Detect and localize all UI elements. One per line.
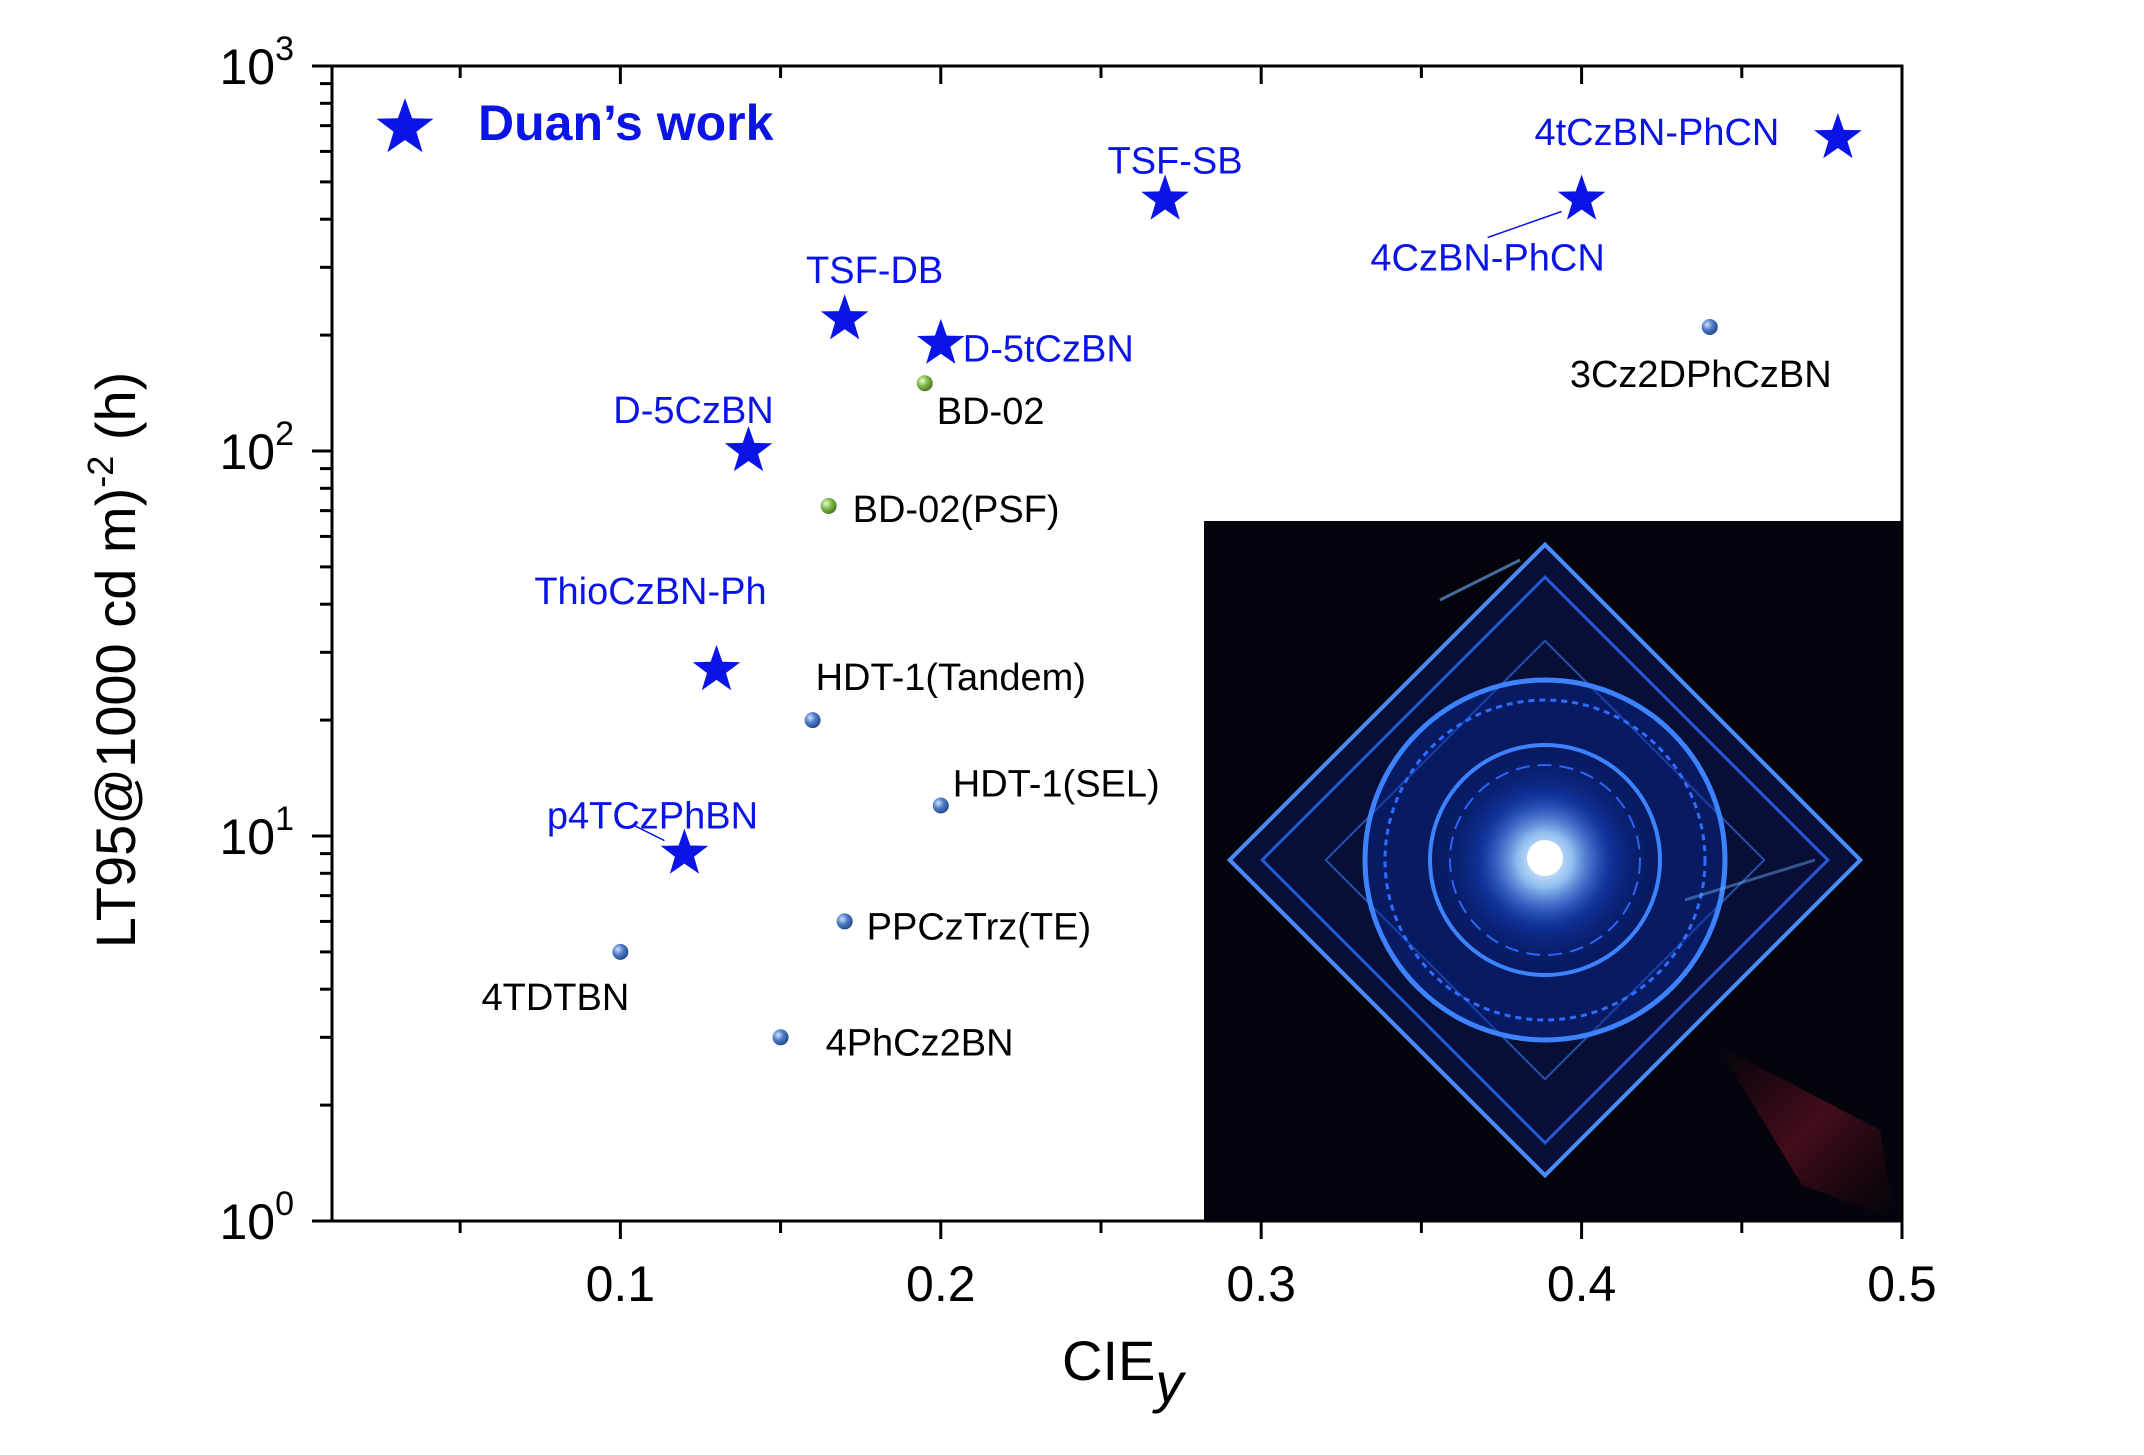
point-label: 4PhCz2BN (826, 1022, 1014, 1064)
legend: Duan’s work (376, 95, 774, 153)
y-axis-ticks: 100 101 102 103 (219, 30, 332, 1250)
point-label: 4tCzBN-PhCN (1534, 112, 1779, 154)
star-marker (1557, 174, 1606, 220)
legend-star-marker (376, 98, 434, 153)
x-tick-label: 0.2 (906, 1256, 976, 1312)
y-axis-label: LT95@1000 cd m)-2 (h) (80, 372, 147, 948)
star-marker (1814, 113, 1862, 159)
point-labels: p4TCzPhBN ThioCzBN-Ph D-5CzBN TSF-DB D-5tCzB… (481, 112, 1831, 1064)
legend-star-icon (376, 98, 434, 153)
point-label: 3Cz2DPhCzBN (1570, 354, 1832, 396)
blue-ball-marker (772, 1029, 789, 1046)
point-label: TSF-SB (1107, 141, 1242, 183)
star-marker (1141, 174, 1189, 220)
star-marker (917, 318, 965, 364)
point-label: BD-02 (937, 391, 1045, 433)
point-label: PPCzTrz(TE) (867, 906, 1091, 948)
point-label: ThioCzBN-Ph (534, 571, 766, 613)
point-label: 4CzBN-PhCN (1370, 238, 1604, 280)
leader-line (634, 824, 665, 842)
green-ball-marker (916, 375, 933, 392)
x-tick-label: 0.5 (1867, 1256, 1937, 1312)
point-label: D-5CzBN (613, 390, 773, 432)
star-marker (692, 644, 741, 691)
plot-frame (330, 64, 1904, 1223)
blue-ball-marker (932, 797, 949, 814)
x-axis-ticks: 0.1 0.2 0.3 0.4 0.5 (458, 66, 1937, 1312)
x-tick-label: 0.1 (586, 1256, 656, 1312)
inset-photo (1204, 521, 1902, 1221)
y-tick-label: 100 (219, 1185, 294, 1250)
x-tick-label: 0.4 (1547, 1256, 1617, 1312)
y-tick-label: 103 (219, 30, 294, 95)
leader-line (1487, 210, 1562, 239)
x-tick-label: 0.3 (1226, 1256, 1296, 1312)
point-label: HDT-1(SEL) (953, 764, 1160, 806)
point-label: 4TDTBN (481, 977, 629, 1019)
point-label: HDT-1(Tandem) (816, 657, 1086, 699)
blue-ball-marker (836, 913, 853, 930)
star-marker (660, 828, 709, 874)
star-marker (724, 426, 773, 472)
green-ball-marker (820, 497, 837, 514)
data-marks (612, 113, 1862, 1046)
point-label: BD-02(PSF) (853, 489, 1060, 531)
y-tick-label: 101 (219, 800, 294, 865)
blue-ball-marker (804, 712, 821, 729)
blue-ball-marker (612, 943, 629, 960)
blue-ball-marker (1701, 318, 1718, 335)
point-label: D-5tCzBN (963, 329, 1134, 371)
point-label: p4TCzPhBN (547, 796, 758, 838)
x-axis-label: CIEy (1062, 1329, 1186, 1414)
point-label: TSF-DB (806, 250, 943, 292)
star-marker (820, 294, 869, 340)
y-tick-label: 102 (219, 415, 294, 480)
legend-label: Duan’s work (478, 95, 774, 151)
label-leader-lines (634, 210, 1562, 842)
